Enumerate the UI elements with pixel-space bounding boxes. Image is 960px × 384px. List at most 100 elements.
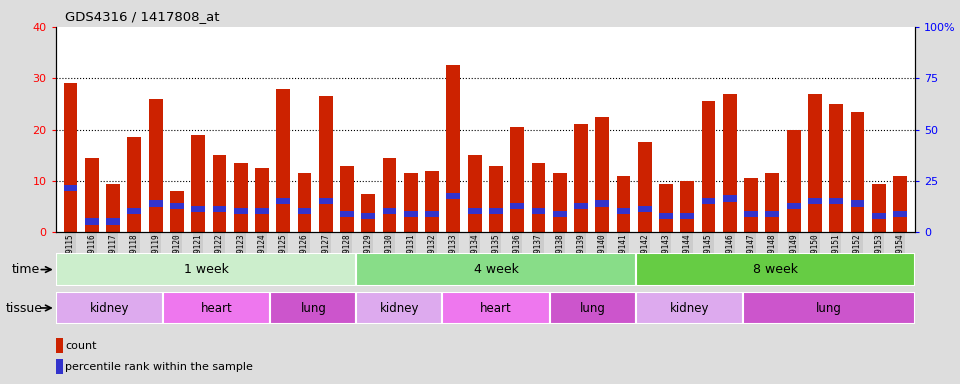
Bar: [744, 211, 758, 217]
Bar: [56, 253, 356, 286]
Bar: [489, 208, 503, 214]
Bar: [128, 137, 141, 232]
Bar: [443, 292, 550, 324]
Bar: [255, 168, 269, 232]
Bar: [532, 208, 545, 214]
Bar: [553, 173, 566, 232]
Bar: [149, 200, 162, 207]
Bar: [319, 198, 333, 204]
Bar: [636, 253, 915, 286]
Bar: [872, 184, 886, 232]
Bar: [702, 198, 715, 204]
Text: 8 week: 8 week: [753, 263, 798, 276]
Bar: [681, 214, 694, 220]
Bar: [636, 292, 743, 324]
Bar: [63, 83, 78, 232]
Bar: [511, 127, 524, 232]
Text: lung: lung: [300, 302, 326, 314]
Bar: [851, 112, 864, 232]
Bar: [56, 292, 163, 324]
Text: time: time: [12, 263, 39, 276]
Bar: [356, 253, 636, 286]
Bar: [574, 203, 588, 209]
Bar: [893, 211, 907, 217]
Text: 4 week: 4 week: [473, 263, 518, 276]
Bar: [170, 191, 183, 232]
Bar: [723, 195, 736, 202]
Text: heart: heart: [201, 302, 232, 314]
Text: 1 week: 1 week: [183, 263, 228, 276]
Bar: [511, 203, 524, 209]
Bar: [787, 130, 801, 232]
Bar: [829, 198, 843, 204]
Bar: [163, 292, 271, 324]
Bar: [637, 205, 652, 212]
Bar: [425, 170, 439, 232]
Bar: [361, 194, 375, 232]
Bar: [446, 65, 460, 232]
Bar: [808, 94, 822, 232]
Bar: [271, 292, 356, 324]
Bar: [574, 124, 588, 232]
Bar: [276, 89, 290, 232]
Bar: [404, 211, 418, 217]
Text: count: count: [65, 341, 97, 351]
Bar: [340, 166, 354, 232]
Text: tissue: tissue: [6, 302, 43, 315]
Bar: [787, 203, 801, 209]
Bar: [616, 208, 631, 214]
Bar: [851, 200, 864, 207]
Bar: [702, 101, 715, 232]
Bar: [56, 359, 62, 374]
Bar: [765, 173, 780, 232]
Bar: [595, 117, 610, 232]
Bar: [191, 135, 205, 232]
Text: percentile rank within the sample: percentile rank within the sample: [65, 362, 253, 372]
Bar: [872, 214, 886, 220]
Text: heart: heart: [480, 302, 512, 314]
Bar: [660, 184, 673, 232]
Bar: [468, 155, 482, 232]
Bar: [744, 179, 758, 232]
Bar: [298, 208, 311, 214]
Bar: [191, 205, 205, 212]
Bar: [637, 142, 652, 232]
Bar: [128, 208, 141, 214]
Text: GDS4316 / 1417808_at: GDS4316 / 1417808_at: [65, 10, 220, 23]
Bar: [595, 200, 610, 207]
Bar: [107, 218, 120, 225]
Bar: [404, 173, 418, 232]
Bar: [340, 211, 354, 217]
Bar: [489, 166, 503, 232]
Bar: [743, 292, 915, 324]
Bar: [723, 94, 736, 232]
Bar: [616, 176, 631, 232]
Bar: [553, 211, 566, 217]
Bar: [550, 292, 636, 324]
Text: lung: lung: [816, 302, 842, 314]
Bar: [255, 208, 269, 214]
Bar: [808, 198, 822, 204]
Bar: [276, 198, 290, 204]
Bar: [660, 214, 673, 220]
Bar: [532, 163, 545, 232]
Bar: [361, 214, 375, 220]
Text: kidney: kidney: [89, 302, 130, 314]
Bar: [446, 193, 460, 199]
Bar: [356, 292, 443, 324]
Bar: [56, 338, 62, 353]
Bar: [212, 155, 227, 232]
Bar: [84, 158, 99, 232]
Bar: [84, 218, 99, 225]
Bar: [468, 208, 482, 214]
Bar: [149, 99, 162, 232]
Bar: [63, 185, 78, 191]
Bar: [298, 173, 311, 232]
Bar: [829, 104, 843, 232]
Bar: [212, 205, 227, 212]
Bar: [234, 208, 248, 214]
Text: lung: lung: [580, 302, 606, 314]
Bar: [893, 176, 907, 232]
Bar: [383, 208, 396, 214]
Bar: [170, 203, 183, 209]
